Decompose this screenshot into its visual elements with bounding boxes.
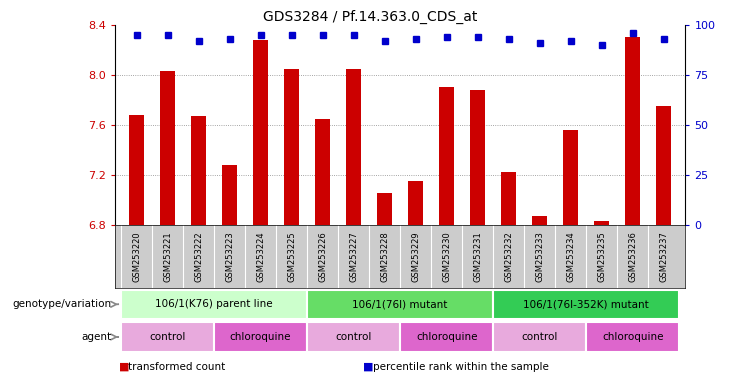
Bar: [563, 130, 579, 225]
Bar: [494, 290, 679, 319]
Bar: [586, 322, 679, 352]
Text: chloroquine: chloroquine: [602, 332, 663, 342]
Text: GSM253237: GSM253237: [659, 231, 668, 282]
Text: percentile rank within the sample: percentile rank within the sample: [373, 362, 548, 372]
Bar: [625, 37, 640, 225]
Text: agent: agent: [81, 332, 111, 342]
Text: 106/1(76I) mutant: 106/1(76I) mutant: [353, 299, 448, 310]
Bar: [222, 165, 237, 225]
Text: GDS3284 / Pf.14.363.0_CDS_at: GDS3284 / Pf.14.363.0_CDS_at: [263, 10, 478, 24]
Bar: [253, 40, 268, 225]
Bar: [656, 106, 671, 225]
Bar: [439, 87, 454, 225]
Text: GSM253229: GSM253229: [411, 231, 420, 281]
Text: control: control: [150, 332, 186, 342]
Text: GSM253225: GSM253225: [287, 231, 296, 281]
Text: GSM253233: GSM253233: [535, 231, 544, 282]
Bar: [594, 221, 609, 225]
Bar: [346, 69, 362, 225]
Bar: [307, 290, 494, 319]
Text: GSM253226: GSM253226: [318, 231, 327, 282]
Text: GSM253234: GSM253234: [566, 231, 575, 282]
Text: GSM253228: GSM253228: [380, 231, 389, 282]
Text: GSM253221: GSM253221: [163, 231, 172, 281]
Text: GSM253235: GSM253235: [597, 231, 606, 282]
Text: chloroquine: chloroquine: [230, 332, 291, 342]
Bar: [315, 119, 330, 225]
Text: 106/1(K76) parent line: 106/1(K76) parent line: [156, 299, 273, 310]
Bar: [470, 90, 485, 225]
Bar: [160, 71, 176, 225]
Text: 106/1(76I-352K) mutant: 106/1(76I-352K) mutant: [523, 299, 649, 310]
Text: GSM253220: GSM253220: [132, 231, 141, 281]
Bar: [377, 194, 393, 225]
Bar: [532, 216, 548, 225]
Text: GSM253224: GSM253224: [256, 231, 265, 281]
Text: GSM253227: GSM253227: [349, 231, 358, 282]
Bar: [214, 322, 307, 352]
Bar: [307, 322, 400, 352]
Bar: [494, 322, 586, 352]
Text: chloroquine: chloroquine: [416, 332, 477, 342]
Bar: [129, 115, 144, 225]
Bar: [400, 322, 494, 352]
Bar: [501, 172, 516, 225]
Text: GSM253223: GSM253223: [225, 231, 234, 282]
Text: GSM253236: GSM253236: [628, 231, 637, 282]
Bar: [121, 290, 307, 319]
Text: control: control: [522, 332, 558, 342]
Text: control: control: [336, 332, 372, 342]
Bar: [408, 181, 423, 225]
Text: transformed count: transformed count: [128, 362, 225, 372]
Bar: [284, 69, 299, 225]
Bar: [121, 322, 214, 352]
Text: GSM253232: GSM253232: [504, 231, 514, 282]
Bar: [191, 116, 206, 225]
Text: GSM253230: GSM253230: [442, 231, 451, 282]
Text: ■: ■: [119, 362, 129, 372]
Text: GSM253222: GSM253222: [194, 231, 203, 281]
Text: genotype/variation: genotype/variation: [12, 299, 111, 310]
Text: GSM253231: GSM253231: [473, 231, 482, 282]
Text: ■: ■: [363, 362, 373, 372]
